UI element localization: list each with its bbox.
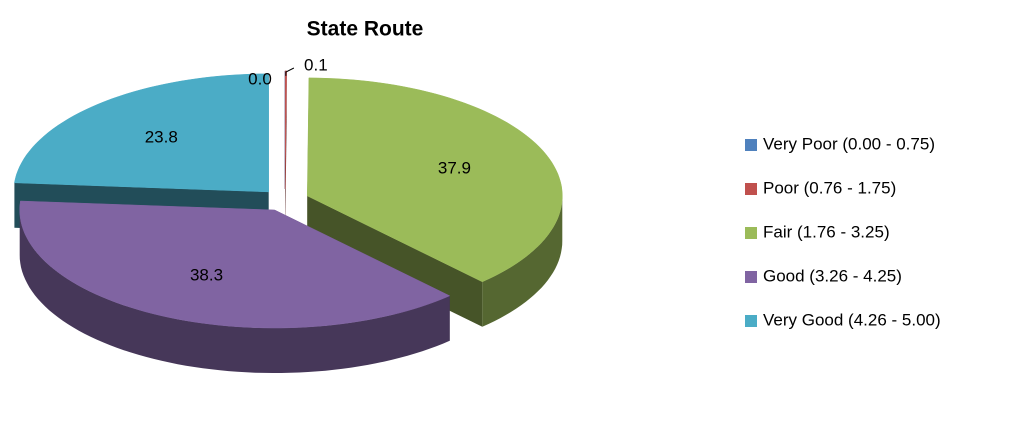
legend-swatch [745, 271, 757, 283]
legend: Very Poor (0.00 - 0.75) Poor (0.76 - 1.75… [745, 134, 941, 329]
legend-label: Very Good (4.26 - 5.00) [763, 310, 941, 329]
legend-label: Good (3.26 - 4.25) [763, 266, 902, 285]
chart-title: State Route [307, 18, 424, 41]
pie-wall [482, 195, 563, 327]
pie-tops [14, 70, 563, 329]
pie-slice [284, 70, 287, 189]
data-label: 23.8 [145, 128, 178, 147]
data-label: 0.0 [248, 69, 272, 88]
legend-swatch [745, 227, 757, 239]
data-label: 38.3 [190, 266, 223, 285]
pie-wall [19, 210, 450, 373]
legend-swatch [745, 139, 757, 151]
legend-label: Fair (1.76 - 3.25) [763, 222, 890, 241]
legend-swatch [745, 183, 757, 195]
pie-labels: 0.0 0.1 37.9 38.3 23.8 [145, 55, 471, 284]
legend-label: Very Poor (0.00 - 0.75) [763, 134, 935, 153]
legend-label: Poor (0.76 - 1.75) [763, 178, 896, 197]
leader-line [285, 67, 295, 76]
data-label: 37.9 [438, 159, 471, 178]
data-label: 0.1 [304, 55, 328, 74]
legend-swatch [745, 315, 757, 327]
pie-slice [14, 73, 269, 193]
pie-slice [19, 200, 451, 329]
pie-slice [307, 77, 563, 283]
